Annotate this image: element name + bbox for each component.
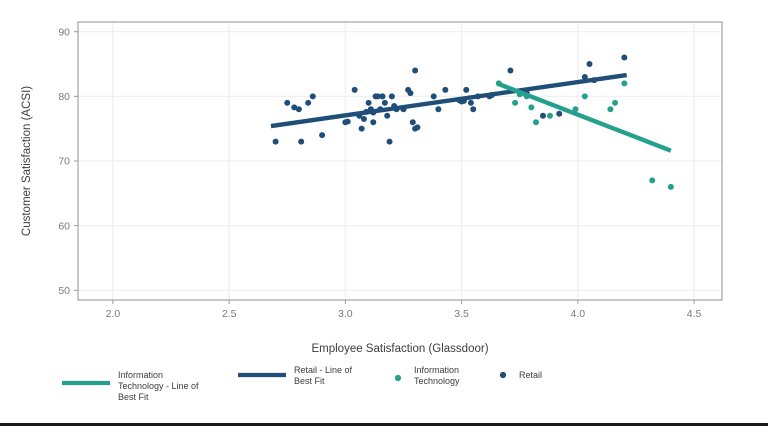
data-point [407,90,414,97]
legend-it-line-label-3: Best Fit [118,392,149,402]
data-point [295,106,302,113]
y-tick-label: 90 [58,26,70,38]
data-point [414,124,421,131]
legend-retail-dot-label: Retail [519,370,542,380]
y-tick-label: 50 [58,285,70,297]
x-tick-label: 2.0 [106,308,121,320]
data-point [319,132,326,139]
data-point [546,112,553,119]
legend-retail-line-label-2: Best Fit [294,376,325,386]
x-tick-label: 3.5 [454,308,469,320]
data-point [539,112,546,119]
data-point [298,138,305,145]
data-point [581,73,588,80]
data-point [384,112,391,119]
data-point [358,125,365,132]
data-point [512,99,519,106]
data-point [351,86,358,93]
data-point [621,80,628,87]
x-tick-label: 2.5 [222,308,237,320]
data-point [379,93,386,100]
data-point [649,177,656,184]
data-point [284,99,291,106]
data-point [381,99,388,106]
trendlines-layer [270,72,672,153]
data-point [435,106,442,113]
y-tick-label: 70 [58,156,70,168]
data-point [272,138,279,145]
y-tick-label: 80 [58,91,70,103]
legend-retail-dot-swatch [499,371,507,379]
legend-it-line-label-1: Information [118,370,163,380]
legend-it-line-label-2: Technology - Line of [118,381,199,391]
y-axis-ticks: 50 60 70 80 90 [58,26,78,297]
data-point [470,106,477,113]
data-point [442,86,449,93]
data-point [572,106,579,113]
data-point [467,99,474,106]
x-tick-label: 4.0 [571,308,586,320]
legend-it-dot-label-1: Information [414,365,459,375]
image-bottom-edge [0,423,768,426]
data-point [388,93,395,100]
data-point [430,93,437,100]
x-tick-label: 4.5 [687,308,702,320]
gridlines [78,22,722,300]
legend: Information Technology - Line of Best Fi… [62,365,542,402]
data-point [621,54,628,61]
data-point [386,138,393,145]
legend-it-dot-label-2: Technology [414,376,460,386]
data-point [344,118,351,125]
data-point [370,119,377,126]
data-point [507,67,514,74]
data-point [667,183,674,190]
data-point [586,61,593,68]
data-point [612,99,619,106]
data-point [365,99,372,106]
trendline-retail-line-of-best-fit [270,72,627,129]
x-tick-label: 3.0 [338,308,353,320]
data-point [607,106,614,113]
data-point [463,86,470,93]
data-point [581,93,588,100]
legend-retail-line-label-1: Retail - Line of [294,365,353,375]
x-axis-ticks: 2.0 2.5 3.0 3.5 4.0 4.5 [106,300,702,320]
x-axis-title: Employee Satisfaction (Glassdoor) [311,343,488,355]
data-point [556,110,563,117]
trendline-information-technology-line-of-best-fit [498,82,672,153]
data-point [309,93,316,100]
y-tick-label: 60 [58,220,70,232]
data-point [533,119,540,126]
data-point [291,104,298,111]
data-point [409,119,416,126]
data-point [528,104,535,111]
legend-it-dot-swatch [394,374,402,382]
data-point [412,67,419,74]
data-point [305,99,312,106]
data-point [374,93,381,100]
y-axis-title: Customer Satisfaction (ACSI) [21,86,33,236]
data-point [360,115,367,122]
